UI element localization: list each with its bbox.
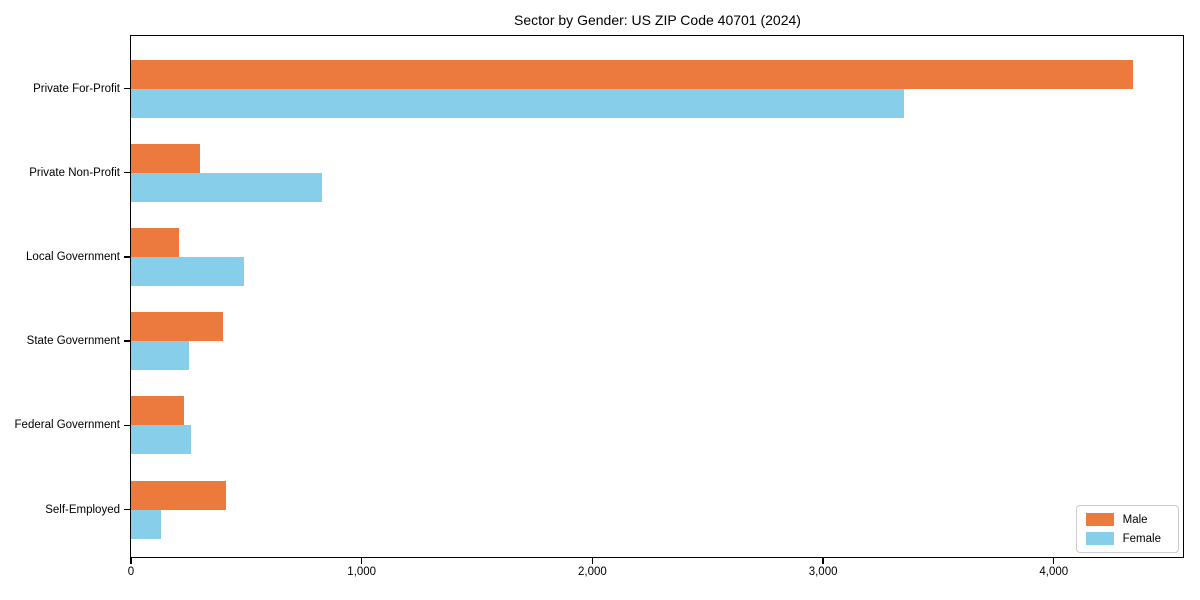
x-label-3000: 3,000 bbox=[808, 566, 838, 578]
x-tick-4000 bbox=[1053, 558, 1055, 564]
y-tick-local-government bbox=[124, 256, 131, 258]
plot-area: Male Female Private For-Profit Private Non… bbox=[15, 35, 1184, 578]
legend-swatch-female bbox=[1085, 532, 1114, 545]
legend-swatch-male bbox=[1085, 513, 1114, 526]
y-label-private-for-profit: Private For-Profit bbox=[33, 82, 120, 95]
x-tick-2000 bbox=[591, 558, 594, 564]
bar-male-self-employed bbox=[131, 480, 226, 510]
bar-male-private-non-profit bbox=[131, 143, 201, 173]
y-tick-federal-government bbox=[124, 424, 131, 426]
y-tick-state-government bbox=[124, 340, 131, 342]
bar-female-federal-government bbox=[131, 425, 191, 455]
bar-female-local-government bbox=[131, 256, 245, 286]
y-tick-private-non-profit bbox=[124, 172, 131, 174]
y-tick-private-for-profit bbox=[124, 87, 131, 90]
y-label-self-employed: Self-Employed bbox=[45, 503, 120, 516]
x-label-1000: 1,000 bbox=[347, 566, 377, 578]
bar-female-private-for-profit bbox=[131, 88, 904, 118]
x-label-4000: 4,000 bbox=[1039, 566, 1069, 578]
bar-male-private-for-profit bbox=[131, 59, 1134, 89]
x-tick-0 bbox=[130, 558, 132, 564]
legend-item-male: Male bbox=[1085, 513, 1169, 526]
y-label-private-non-profit: Private Non-Profit bbox=[29, 166, 120, 179]
chart-title: Sector by Gender: US ZIP Code 40701 (202… bbox=[514, 12, 801, 28]
x-label-2000: 2,000 bbox=[578, 566, 607, 578]
bar-female-private-non-profit bbox=[131, 172, 323, 202]
y-label-state-government: State Government bbox=[26, 335, 120, 348]
bar-male-local-government bbox=[131, 227, 180, 257]
x-tick-3000 bbox=[822, 558, 824, 564]
y-tick-self-employed bbox=[124, 508, 131, 511]
bar-male-federal-government bbox=[131, 396, 185, 426]
y-label-federal-government: Federal Government bbox=[14, 419, 120, 432]
legend: Male Female bbox=[1075, 505, 1179, 553]
x-label-0: 0 bbox=[127, 566, 135, 578]
bar-female-self-employed bbox=[131, 509, 161, 539]
legend-label-male: Male bbox=[1122, 513, 1148, 526]
y-label-local-government: Local Government bbox=[26, 250, 120, 263]
legend-item-female: Female bbox=[1085, 532, 1169, 545]
x-tick-1000 bbox=[361, 558, 363, 564]
bar-male-state-government bbox=[131, 312, 224, 342]
bar-female-state-government bbox=[131, 341, 189, 371]
legend-label-female: Female bbox=[1122, 532, 1161, 545]
